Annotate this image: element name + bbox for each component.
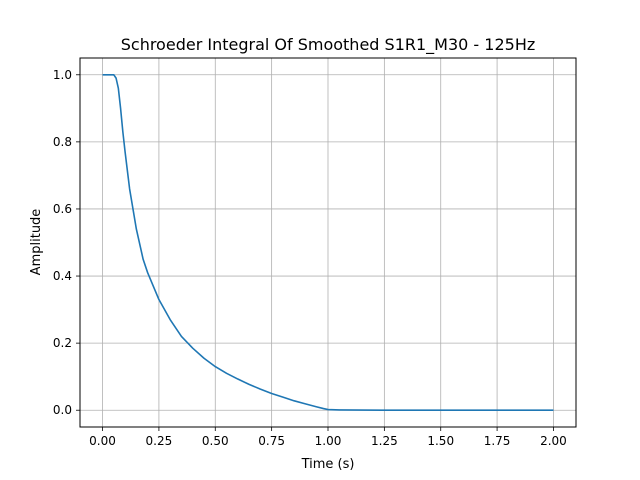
y-tick-label: 0.4	[53, 269, 72, 283]
x-axis-ticks: 0.00 0.25 0.50 0.75 1.00 1.25 1.50 1.75 2.00	[89, 427, 567, 448]
y-tick-label: 1.0	[53, 68, 72, 82]
y-tick-label: 0.8	[53, 135, 72, 149]
x-tick-label: 0.75	[258, 434, 285, 448]
y-tick-label: 0.2	[53, 336, 72, 350]
y-axis-ticks: 0.0 0.2 0.4 0.6 0.8 1.0	[53, 68, 80, 417]
x-tick-label: 2.00	[540, 434, 567, 448]
grid	[80, 58, 576, 427]
x-tick-label: 1.00	[315, 434, 342, 448]
x-tick-label: 1.25	[371, 434, 398, 448]
x-tick-label: 0.00	[89, 434, 116, 448]
y-tick-label: 0.0	[53, 403, 72, 417]
x-axis-label: Time (s)	[301, 457, 355, 472]
x-tick-label: 0.50	[202, 434, 229, 448]
x-tick-label: 0.25	[146, 434, 173, 448]
x-tick-label: 1.50	[427, 434, 454, 448]
x-tick-label: 1.75	[484, 434, 511, 448]
chart-title: Schroeder Integral Of Smoothed S1R1_M30 …	[121, 35, 536, 55]
series-group	[102, 73, 554, 412]
series-line	[102, 73, 554, 412]
y-tick-label: 0.6	[53, 202, 72, 216]
y-axis-label: Amplitude	[29, 209, 44, 276]
